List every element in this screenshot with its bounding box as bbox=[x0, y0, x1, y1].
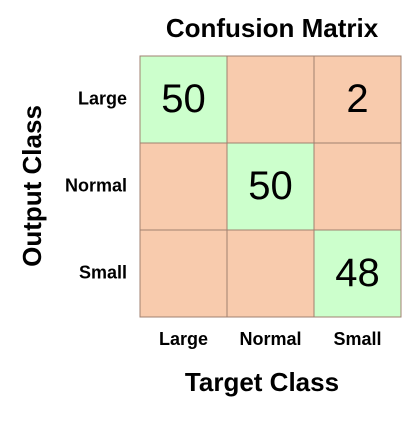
cell-value: 50 bbox=[161, 77, 206, 121]
cell-value: 2 bbox=[346, 77, 368, 121]
y-axis-label: Output Class bbox=[17, 105, 47, 267]
x-tick-label: Small bbox=[333, 329, 381, 349]
x-axis-label: Target Class bbox=[185, 367, 339, 397]
cell bbox=[313, 142, 402, 231]
cell bbox=[139, 55, 228, 144]
cell bbox=[313, 55, 402, 144]
y-tick-label: Small bbox=[79, 262, 127, 282]
cell-value: 48 bbox=[335, 251, 380, 295]
y-tick-label: Normal bbox=[65, 175, 127, 195]
y-tick-label: Large bbox=[78, 88, 127, 108]
cell bbox=[226, 229, 315, 318]
cell bbox=[139, 142, 228, 231]
cell bbox=[226, 142, 315, 231]
cell bbox=[139, 229, 228, 318]
x-tick-label: Large bbox=[159, 329, 208, 349]
cell-value: 50 bbox=[248, 164, 293, 208]
x-tick-label: Normal bbox=[239, 329, 301, 349]
cell bbox=[226, 55, 315, 144]
chart-title: Confusion Matrix bbox=[166, 13, 379, 43]
cell bbox=[313, 229, 402, 318]
